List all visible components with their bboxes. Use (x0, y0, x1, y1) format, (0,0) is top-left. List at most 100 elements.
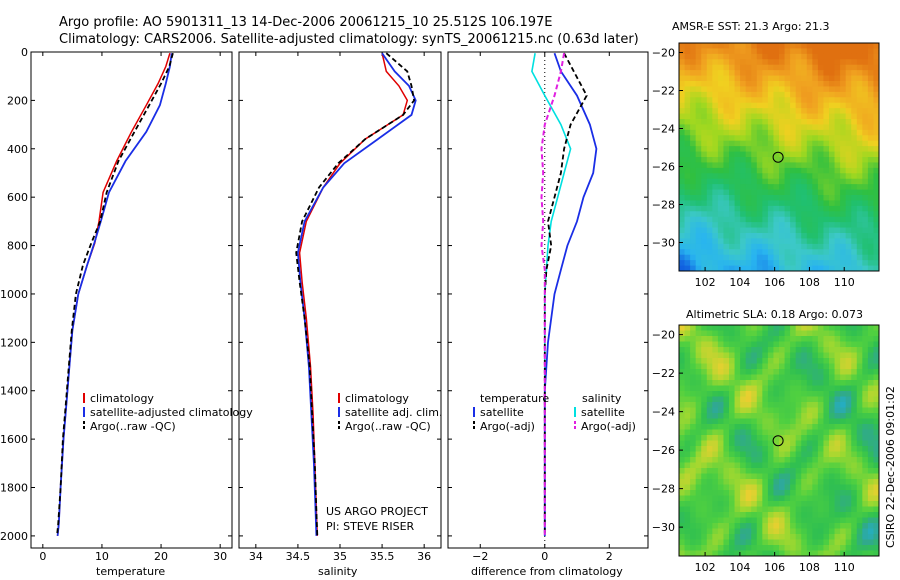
sst-map-cell (723, 157, 730, 163)
sla-map-cell (806, 402, 813, 408)
sst-map-cell (734, 200, 741, 207)
sla-map-cell (729, 429, 735, 436)
sla-map-cell (845, 446, 852, 452)
sst-map-cell (851, 113, 858, 120)
sla-map-cell (762, 517, 769, 524)
sla-map-cell (729, 440, 735, 447)
sla-map-cell (845, 451, 852, 458)
sla-map-cell (767, 352, 774, 359)
sla-map-cell (712, 528, 719, 535)
sla-map-cell (856, 369, 863, 375)
sla-map-cell (795, 512, 802, 518)
sla-map-cell (845, 523, 852, 529)
y-tick-label: 200 (7, 94, 28, 107)
sst-map-cell (823, 233, 830, 239)
sla-map-cell (806, 473, 813, 480)
sst-map-cell (690, 108, 697, 114)
sst-map-cell (790, 124, 797, 131)
sst-map-cell (723, 81, 730, 87)
sla-map-cell (851, 539, 858, 546)
sst-map-cell (834, 59, 841, 66)
sst-map-cell (717, 64, 724, 71)
sla-map-cell (706, 380, 713, 386)
sla-map-cell (679, 418, 685, 425)
sst-map-cell (812, 129, 819, 136)
sla-map-cell (823, 407, 830, 414)
sla-map-cell (756, 325, 763, 331)
sla-map-cell (867, 336, 874, 342)
sst-map-cell (773, 238, 780, 245)
sst-map-cell (851, 238, 858, 245)
sla-map-cell (762, 512, 769, 518)
sla-map-cell (712, 550, 719, 557)
sst-map-cell (873, 233, 880, 239)
sla-map-cell (845, 352, 852, 359)
sst-map-cell (801, 140, 808, 147)
sst-map-cell (867, 238, 874, 245)
sla-map-cell (712, 468, 719, 474)
sst-map-cell (856, 146, 863, 152)
sla-map-cell (790, 501, 797, 507)
sla-map-cell (812, 385, 819, 392)
sst-map-cell (695, 43, 702, 49)
sla-map-cell (795, 451, 802, 458)
sla-map-cell (695, 341, 702, 348)
sst-map-cell (712, 211, 719, 218)
sst-map-cell (723, 124, 730, 131)
sla-map-cell (773, 534, 780, 540)
sst-map-cell (723, 227, 730, 234)
sst-map-cell (679, 81, 685, 87)
sst-map-cell (684, 265, 691, 272)
sst-map-cell (723, 222, 730, 228)
sst-map-cell (856, 260, 863, 266)
sla-map-cell (745, 391, 752, 397)
sst-map-cell (690, 102, 697, 109)
sst-map-cell (679, 211, 685, 218)
sla-map-cell (751, 451, 758, 458)
sla-map-cell (817, 391, 824, 397)
sla-map-cell (862, 457, 869, 463)
sst-map-cell (690, 129, 697, 136)
sst-map-cell (690, 70, 697, 76)
sst-map-cell (734, 195, 741, 201)
sst-map-cell (840, 146, 847, 152)
sla-map-cell (823, 512, 830, 518)
sst-map-cell (729, 48, 735, 55)
sla-map-cell (723, 457, 730, 463)
sst-map-cell (829, 75, 835, 82)
sla-map-cell (851, 341, 858, 348)
sla-map-cell (706, 468, 713, 474)
sla-map-cell (856, 495, 863, 502)
sst-map-cell (806, 222, 813, 228)
sla-map-cell (740, 391, 747, 397)
sst-map-cell (862, 162, 869, 169)
sla-map-cell (690, 539, 697, 546)
sla-map-cell (717, 358, 724, 364)
sla-map-cell (829, 341, 835, 348)
sla-map-cell (756, 418, 763, 425)
sst-map-cell (840, 102, 847, 109)
sla-map-cell (851, 424, 858, 430)
sst-map-cell (740, 86, 747, 93)
sst-map-cell (745, 265, 752, 272)
sst-map-cell (701, 75, 708, 82)
sla-map-cell (817, 484, 824, 491)
sla-map-cell (840, 462, 847, 469)
sst-map-cell (679, 59, 685, 66)
sla-map-cell (734, 528, 741, 535)
sst-map-cell (723, 102, 730, 109)
sla-map-cell (701, 517, 708, 524)
sst-map-cell (740, 48, 747, 55)
sst-map-cell (840, 81, 847, 87)
sla-map-cell (723, 352, 730, 359)
sst-map-cell (867, 162, 874, 169)
sla-map-cell (817, 330, 824, 337)
sla-map-cell (701, 468, 708, 474)
sla-map-cell (706, 429, 713, 436)
sla-map-cell (767, 358, 774, 364)
sst-map-cell (734, 216, 741, 223)
sst-map-cell (806, 135, 813, 142)
sla-map-cell (756, 495, 763, 502)
sst-map-cell (779, 254, 785, 261)
sla-map-cell (701, 424, 708, 430)
